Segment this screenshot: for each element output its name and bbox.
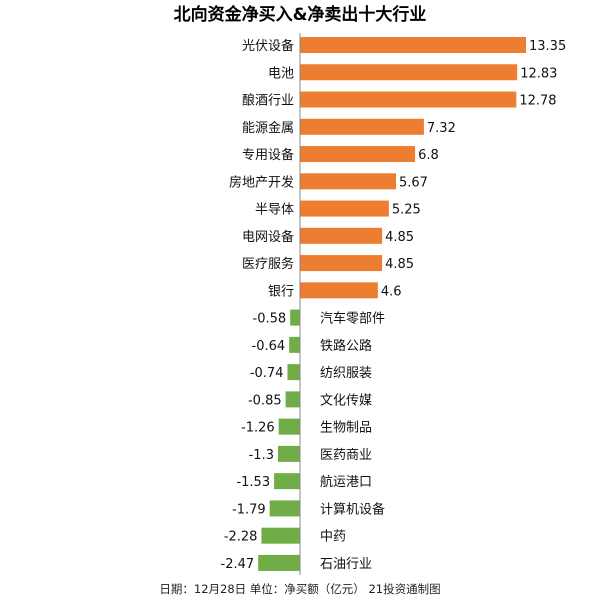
value-label: 6.8 (418, 148, 439, 163)
category-label: 医疗服务 (242, 256, 294, 272)
category-label: 电池 (268, 66, 294, 81)
category-label: 石油行业 (320, 557, 372, 572)
category-label: 专用设备 (242, 147, 294, 163)
category-label: 光伏设备 (242, 38, 294, 54)
category-label: 生物制品 (320, 421, 372, 436)
value-label: -0.64 (252, 339, 286, 354)
category-label: 文化传媒 (320, 393, 372, 408)
value-label: -0.58 (253, 312, 287, 327)
value-label: -2.47 (221, 557, 255, 572)
bar (300, 255, 383, 272)
value-label: -1.26 (241, 421, 275, 436)
bar (261, 527, 300, 544)
category-label: 电网设备 (242, 229, 294, 245)
bar (289, 336, 300, 353)
bar (300, 118, 424, 135)
bar (300, 227, 383, 244)
value-label: 5.67 (399, 175, 428, 190)
bar (300, 173, 396, 190)
bar (290, 309, 300, 326)
bar (300, 282, 378, 299)
value-label: 5.25 (392, 203, 421, 218)
category-label: 中药 (320, 530, 346, 545)
bar (258, 554, 300, 571)
value-label: -1.3 (249, 448, 274, 463)
bar (300, 64, 518, 81)
bar (300, 91, 517, 108)
value-label: -1.53 (236, 475, 270, 490)
value-label: -0.85 (248, 393, 282, 408)
bar (278, 418, 300, 435)
value-label: 4.85 (385, 230, 414, 245)
bar (274, 473, 300, 490)
bar (277, 445, 300, 462)
value-label: 12.78 (519, 94, 556, 109)
category-label: 半导体 (255, 203, 294, 218)
category-label: 航运港口 (320, 474, 372, 490)
bar (287, 364, 300, 381)
value-label: 4.85 (385, 257, 414, 272)
value-label: 13.35 (529, 39, 566, 54)
category-label: 能源金属 (242, 120, 294, 136)
value-label: 12.83 (520, 66, 557, 81)
value-label: -0.74 (250, 366, 284, 381)
category-label: 银行 (268, 284, 294, 299)
bar (285, 391, 300, 408)
bar (300, 146, 416, 163)
category-label: 纺织服装 (320, 366, 372, 381)
category-label: 医药商业 (320, 448, 372, 463)
bar (269, 500, 300, 517)
category-label: 酿酒行业 (242, 93, 294, 109)
chart-note: 日期：12月28日 单位：净买额（亿元） 21投资通制图 (159, 582, 440, 596)
value-label: -2.28 (224, 530, 258, 545)
category-label: 房地产开发 (229, 174, 294, 190)
bar (300, 37, 526, 53)
value-label: 7.32 (427, 121, 456, 136)
value-label: 4.6 (381, 284, 402, 299)
chart-title: 北向资金净买入&净卖出十大行业 (174, 4, 427, 25)
category-label: 汽车零部件 (320, 311, 385, 327)
category-label: 计算机设备 (320, 501, 385, 517)
category-label: 铁路公路 (320, 338, 372, 354)
value-label: -1.79 (232, 502, 266, 517)
bar (300, 200, 389, 217)
